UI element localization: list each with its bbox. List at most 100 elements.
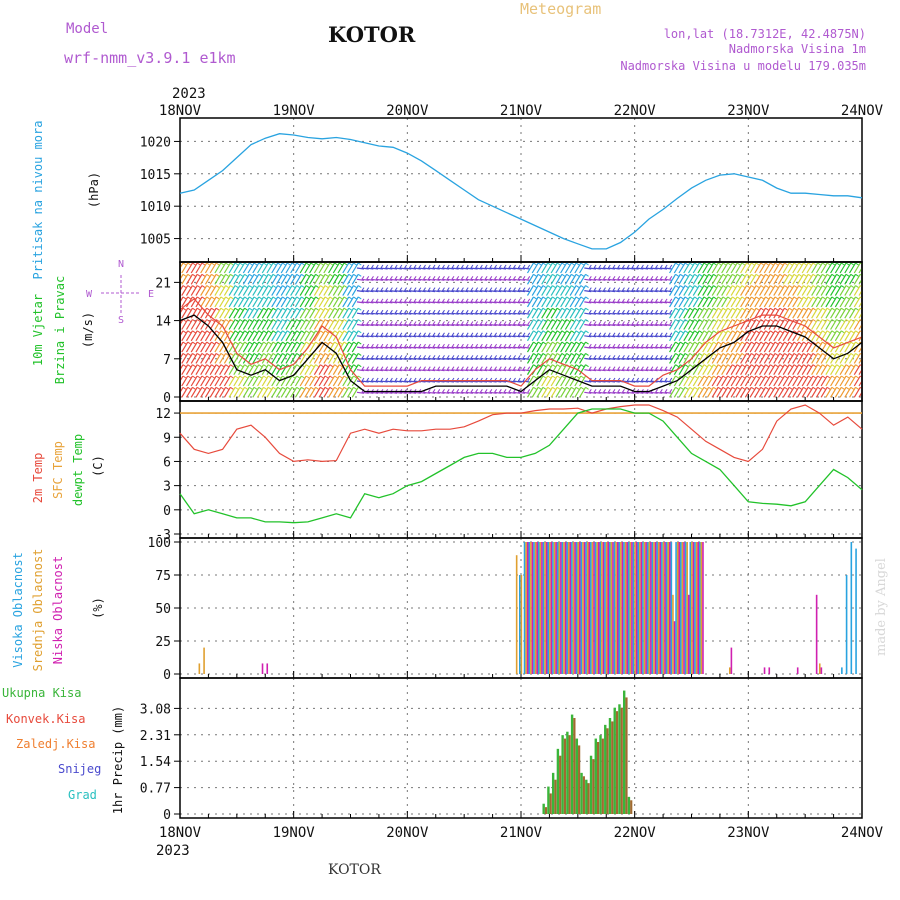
wind-barb — [787, 285, 795, 296]
wind-barb — [744, 285, 752, 296]
wind-barb — [631, 278, 639, 281]
wind-barb — [574, 262, 582, 274]
wind-barb-flag — [732, 273, 736, 277]
wind-barb-flag — [798, 375, 802, 379]
wind-barb — [461, 278, 469, 281]
wind-barb — [233, 285, 241, 296]
wind-barb-flag — [230, 273, 234, 277]
wind-barb — [228, 386, 236, 398]
wind-barb — [342, 364, 350, 376]
cloud-low-bar — [555, 542, 557, 674]
wind-barb-flag — [249, 352, 253, 356]
wind-barb-flag — [206, 296, 210, 300]
wind-barb-flag — [267, 352, 272, 356]
wind-barb-flag — [547, 341, 551, 345]
wind-barb — [659, 267, 668, 270]
wind-barb — [356, 335, 365, 338]
wind-barb-flag — [263, 319, 267, 322]
wind-barb — [773, 296, 781, 308]
wind-barb — [346, 262, 355, 274]
cloud-high-bar — [675, 542, 677, 674]
wind-barb-flag — [533, 386, 537, 390]
wind-barb — [337, 353, 345, 364]
wind-barb-flag — [225, 262, 229, 266]
wind-barb — [792, 262, 800, 274]
wind-barb — [361, 369, 369, 372]
wind-barb — [777, 319, 786, 330]
wind-barb — [839, 296, 847, 308]
wind-barb-flag — [669, 321, 673, 325]
wind-barb — [242, 296, 250, 308]
wind-barb — [598, 335, 606, 338]
wind-barb-flag — [234, 364, 239, 368]
wind-barb — [508, 323, 516, 327]
wind-barb — [214, 364, 222, 376]
wind-barb-flag — [343, 319, 348, 322]
wind-barb-flag — [722, 386, 727, 390]
wind-barb — [801, 273, 809, 285]
wind-barb — [195, 262, 203, 274]
wind-barb — [740, 307, 748, 319]
wind-barb-flag — [865, 286, 868, 288]
wind-barb-flag — [575, 307, 580, 311]
wind-barb — [313, 364, 321, 376]
wind-barb-flag — [798, 296, 802, 300]
wind-barb — [815, 364, 823, 376]
wind-barb-flag — [556, 352, 561, 356]
wind-barb-flag — [865, 263, 868, 265]
wind-barb — [697, 262, 705, 274]
wind-barb-flag — [182, 262, 187, 266]
wind-barb-flag — [282, 285, 286, 289]
wind-barb — [735, 296, 743, 308]
cloud-low-bar — [602, 542, 605, 674]
wind-barb — [574, 296, 582, 308]
wind-barb-flag — [249, 262, 253, 266]
wind-barb — [683, 341, 691, 353]
wind-barb — [768, 341, 776, 353]
wind-barb-flag — [324, 330, 329, 334]
wind-barb — [209, 285, 217, 296]
wind-barb — [190, 375, 198, 387]
temp2m-label: 2m Temp — [31, 453, 45, 504]
wind-barb — [730, 262, 738, 274]
wind-barb-flag — [196, 364, 201, 368]
wind-barb — [299, 364, 307, 376]
wind-barb — [725, 330, 733, 342]
wind-barb — [442, 391, 450, 394]
wind-barb-flag — [291, 319, 296, 322]
wind-barb — [811, 307, 819, 319]
wind-barb — [228, 341, 236, 353]
wind-barb-flag — [353, 307, 357, 311]
wind-barb — [678, 386, 686, 398]
pressure-ylabel: Pritisak na nivou mora (hPa) — [31, 121, 101, 280]
wind-barb-flag — [192, 330, 196, 334]
wind-barb-flag — [244, 273, 248, 277]
wind-barb-flag — [803, 330, 807, 334]
wind-barb — [181, 386, 189, 398]
wind-barb — [437, 369, 445, 372]
wind-barb — [418, 369, 426, 372]
wind-barb — [413, 323, 421, 327]
wind-barb — [763, 364, 771, 376]
x-tick-top: 23NOV — [727, 103, 770, 119]
wind-barb — [579, 319, 587, 330]
wind-barb-flag — [684, 273, 689, 277]
wind-barb-flag — [855, 262, 859, 266]
wind-barb — [603, 335, 611, 338]
wind-barb — [782, 341, 790, 353]
wind-barb — [815, 375, 823, 387]
wind-barb — [214, 353, 222, 364]
wind-barb — [446, 267, 455, 270]
wind-barb-flag — [689, 341, 694, 345]
wind-barb — [626, 357, 635, 360]
wind-barb — [195, 319, 203, 330]
precip-conv-bar — [596, 742, 600, 814]
wind-barb — [849, 262, 857, 274]
precip-total-bar — [608, 718, 612, 814]
wind-barb-flag — [760, 375, 765, 379]
wind-barb — [526, 262, 534, 274]
wind-barb — [782, 330, 790, 342]
wind-barb-flag — [812, 330, 817, 334]
wind-barb — [853, 386, 861, 398]
cloud-low-bar — [541, 542, 543, 674]
